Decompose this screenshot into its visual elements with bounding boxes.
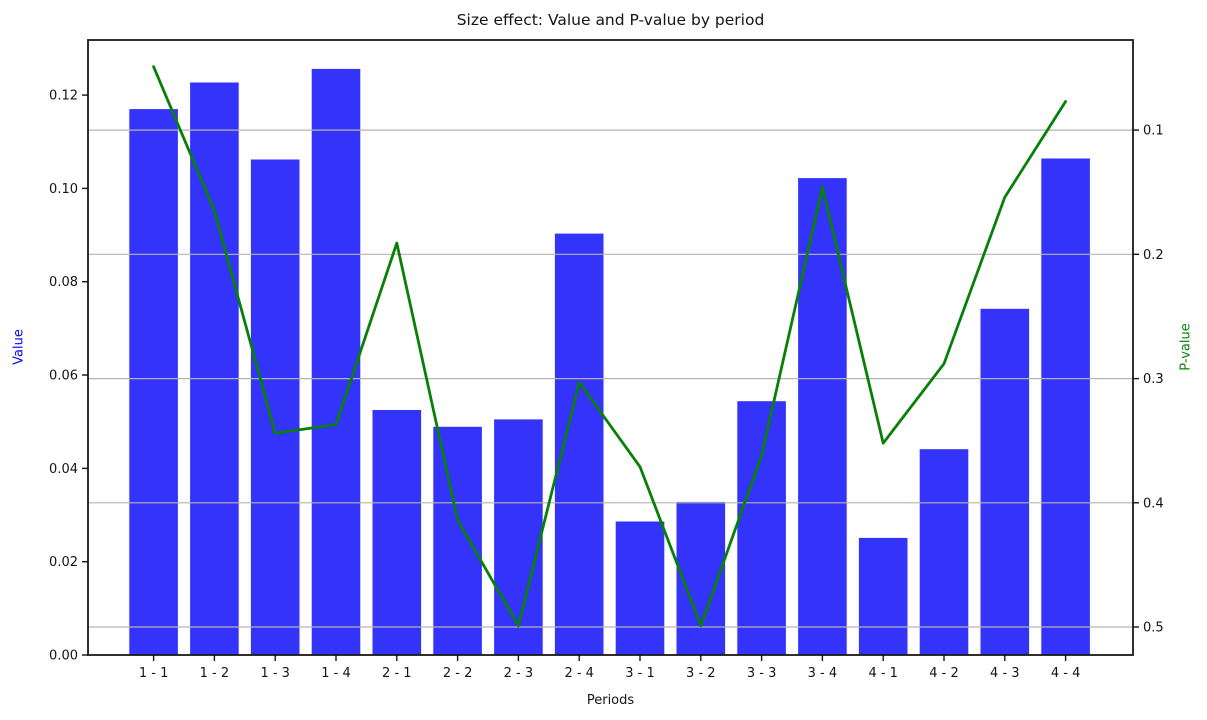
right-tick-label-0.4: 0.4 bbox=[1143, 496, 1164, 511]
left-tick-label-0.12: 0.12 bbox=[49, 89, 78, 104]
left-tick-label-0.06: 0.06 bbox=[49, 369, 78, 384]
x-tick-label-3-4: 3 - 4 bbox=[808, 666, 838, 681]
bar-2-3 bbox=[494, 419, 543, 655]
pvalue-line bbox=[152, 65, 1067, 628]
x-tick-label-1-3: 1 - 3 bbox=[260, 666, 290, 681]
x-tick-label-4-1: 4 - 1 bbox=[868, 666, 898, 681]
x-tick-label-2-4: 2 - 4 bbox=[564, 666, 594, 681]
right-tick-label-0.1: 0.1 bbox=[1143, 124, 1164, 139]
right-tick-label-0.3: 0.3 bbox=[1143, 372, 1164, 387]
bar-1-1 bbox=[129, 109, 178, 656]
x-tick-label-2-1: 2 - 1 bbox=[382, 666, 412, 681]
bar-1-4 bbox=[311, 68, 361, 655]
bar-3-3 bbox=[737, 401, 786, 655]
bar-1-2 bbox=[190, 82, 239, 655]
x-tick-label-3-1: 3 - 1 bbox=[625, 666, 655, 681]
x-tick-label-4-3: 4 - 3 bbox=[990, 666, 1020, 681]
x-tick-label-4-4: 4 - 4 bbox=[1051, 666, 1081, 681]
bar-1-3 bbox=[250, 159, 300, 655]
bar-3-4 bbox=[798, 178, 847, 655]
bar-4-3 bbox=[980, 308, 1030, 655]
x-tick-label-3-2: 3 - 2 bbox=[686, 666, 716, 681]
bar-4-2 bbox=[919, 449, 969, 655]
left-tick-label-0.00: 0.00 bbox=[49, 649, 78, 664]
left-tick-label-0.08: 0.08 bbox=[49, 275, 78, 290]
x-tick-label-1-4: 1 - 4 bbox=[321, 666, 351, 681]
bar-2-4 bbox=[554, 233, 604, 655]
bar-4-1 bbox=[858, 537, 908, 655]
left-axis-label: Value bbox=[11, 329, 27, 365]
x-tick-label-1-1: 1 - 1 bbox=[139, 666, 169, 681]
right-axis-label: P-value bbox=[1178, 323, 1194, 371]
axes-spines bbox=[87, 39, 1134, 656]
chart-title: Size effect: Value and P-value by period bbox=[456, 11, 765, 29]
bar-2-1 bbox=[372, 410, 422, 655]
x-axis-label: Periods bbox=[586, 693, 635, 708]
x-tick-label-1-2: 1 - 2 bbox=[200, 666, 230, 681]
bar-4-4 bbox=[1041, 158, 1090, 655]
x-tick-label-3-3: 3 - 3 bbox=[747, 666, 777, 681]
left-tick-label-0.04: 0.04 bbox=[49, 462, 78, 477]
left-tick-label-0.02: 0.02 bbox=[49, 555, 78, 570]
right-tick-label-0.5: 0.5 bbox=[1143, 621, 1164, 636]
right-tick-label-0.2: 0.2 bbox=[1143, 248, 1164, 263]
bar-3-1 bbox=[615, 521, 665, 655]
left-tick-label-0.10: 0.10 bbox=[49, 182, 78, 197]
x-tick-label-2-2: 2 - 2 bbox=[443, 666, 473, 681]
bar-2-2 bbox=[433, 426, 482, 655]
x-tick-label-2-3: 2 - 3 bbox=[504, 666, 534, 681]
x-tick-label-4-2: 4 - 2 bbox=[929, 666, 959, 681]
